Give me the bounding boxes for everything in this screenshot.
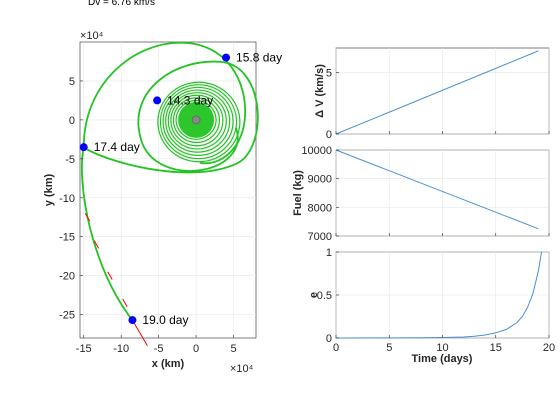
eccentricity-y-label: e bbox=[308, 292, 320, 298]
inner-orbit-ring bbox=[167, 92, 227, 150]
trajectory-grid bbox=[80, 42, 256, 338]
x-tick-label: 15 bbox=[490, 342, 502, 354]
x-tick-label: -10 bbox=[113, 343, 129, 355]
time-x-label: Time (days) bbox=[412, 353, 473, 365]
header-text: Dv = 6.76 km/s bbox=[88, 0, 155, 8]
day-marker-label: 17.4 day bbox=[94, 140, 140, 154]
x-exponent-label: ×10⁴ bbox=[230, 363, 254, 375]
x-tick-label: 5 bbox=[230, 343, 236, 355]
series-line bbox=[335, 149, 539, 230]
trajectory-curve bbox=[81, 41, 259, 347]
inner-orbit-ring bbox=[157, 81, 241, 163]
delta-v-ticks: 05 bbox=[326, 68, 550, 141]
series-line bbox=[335, 251, 542, 339]
x-tick-label: 20 bbox=[543, 342, 555, 354]
day-marker bbox=[222, 53, 231, 62]
x-tick-label: -5 bbox=[154, 343, 164, 355]
day-marker-label: 14.3 day bbox=[167, 93, 213, 107]
delta-v-grid bbox=[335, 48, 550, 135]
trajectory-ticks: -15 -10 -5 0 5 5 0 -5 -10 -15 -20 -25 bbox=[59, 76, 237, 355]
trajectory-markers: 15.8 day 14.3 day 17.4 day 19.0 day bbox=[79, 51, 282, 327]
y-tick-label: -5 bbox=[65, 154, 75, 166]
fuel-ticks: 7000 8000 9000 10000 bbox=[301, 145, 550, 243]
x-axis-label: x (km) bbox=[152, 358, 185, 370]
y-axis-label: y (km) bbox=[43, 173, 55, 206]
y-tick-label: 9000 bbox=[308, 174, 332, 186]
inner-orbit-ring bbox=[170, 94, 224, 147]
inner-orbit-ring bbox=[175, 99, 217, 140]
outer-spiral-loop bbox=[82, 41, 247, 165]
eccentricity-plot: 0 5 10 15 20 0 0.5 1 e Time (days) bbox=[308, 247, 555, 365]
day-marker bbox=[128, 316, 137, 325]
y-exponent-label: ×10⁴ bbox=[80, 30, 104, 42]
outer-spiral bbox=[81, 60, 259, 321]
x-tick-label: 0 bbox=[193, 343, 199, 355]
y-tick-label: -20 bbox=[59, 271, 75, 283]
y-tick-label: 0 bbox=[326, 129, 332, 141]
delta-v-plot: 05 Δ V (km/s) bbox=[314, 47, 550, 141]
inner-orbit-ring bbox=[172, 97, 221, 144]
x-tick-label: 0 bbox=[333, 342, 339, 354]
y-tick-label: 10000 bbox=[301, 145, 332, 157]
inner-orbit-ring bbox=[162, 86, 234, 156]
fuel-y-label: Fuel (kg) bbox=[292, 170, 304, 216]
x-tick-label: 10 bbox=[436, 342, 448, 354]
y-tick-label: -25 bbox=[59, 310, 75, 322]
thrust-arrow bbox=[131, 319, 148, 347]
thrust-arrow bbox=[122, 298, 128, 308]
y-tick-label: 0 bbox=[326, 333, 332, 345]
thrust-arrow bbox=[84, 213, 91, 222]
fuel-plot: 7000 8000 9000 10000 Fuel (kg) bbox=[292, 145, 550, 243]
inner-orbit-ring bbox=[159, 84, 238, 160]
trajectory-axes-box bbox=[79, 41, 257, 339]
eccentricity-line bbox=[335, 251, 542, 339]
y-tick-label: 0.5 bbox=[317, 290, 332, 302]
y-tick-label: 0 bbox=[69, 115, 75, 127]
x-tick-label: -15 bbox=[76, 343, 92, 355]
y-tick-label: 5 bbox=[69, 76, 75, 88]
y-tick-label: 8000 bbox=[308, 202, 332, 214]
day-marker bbox=[79, 143, 88, 152]
y-tick-label: 5 bbox=[326, 68, 332, 80]
y-tick-label: -10 bbox=[59, 193, 75, 205]
delta-v-y-label: Δ V (km/s) bbox=[314, 64, 326, 118]
thrust-arrow bbox=[107, 271, 113, 280]
thrust-arrow bbox=[93, 240, 100, 249]
fuel-line bbox=[335, 149, 539, 230]
x-tick-label: 5 bbox=[386, 342, 392, 354]
y-tick-label: -15 bbox=[59, 232, 75, 244]
y-tick-label: 7000 bbox=[308, 231, 332, 243]
day-marker bbox=[153, 96, 162, 105]
day-marker-label: 19.0 day bbox=[142, 313, 188, 327]
series-line bbox=[335, 50, 539, 135]
inner-orbit-ring bbox=[165, 89, 231, 153]
day-marker-label: 15.8 day bbox=[236, 51, 282, 65]
eccentricity-ticks: 0 5 10 15 20 0 0.5 1 bbox=[317, 247, 555, 354]
y-tick-label: 1 bbox=[326, 247, 332, 259]
delta-v-line bbox=[335, 50, 539, 135]
central-body bbox=[191, 115, 201, 125]
